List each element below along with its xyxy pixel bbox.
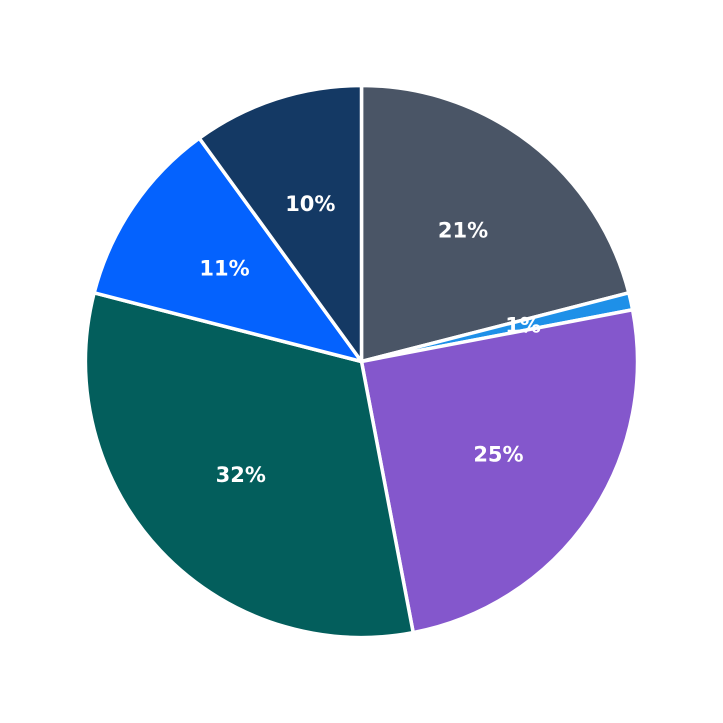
pie-slice-label: 21%: [438, 219, 488, 243]
pie-slice-label: 25%: [473, 443, 523, 467]
pie-slice-label: 11%: [199, 256, 249, 280]
pie-slice-label: 10%: [285, 192, 335, 216]
pie-slice: [359, 308, 640, 635]
pie-slice: [92, 136, 364, 364]
pie-slice: [197, 83, 364, 364]
pie-slices: [83, 83, 640, 640]
pie-slice: [359, 83, 631, 364]
pie-slice: [83, 291, 415, 640]
pie-labels: 21% 1% 25% 32% 11% 10%: [199, 192, 541, 487]
pie-slice-label: 32%: [216, 463, 266, 487]
pie-slice-label: 1%: [505, 313, 541, 337]
